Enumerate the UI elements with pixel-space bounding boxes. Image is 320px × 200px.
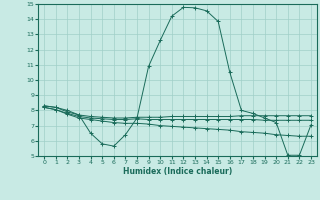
X-axis label: Humidex (Indice chaleur): Humidex (Indice chaleur) (123, 167, 232, 176)
